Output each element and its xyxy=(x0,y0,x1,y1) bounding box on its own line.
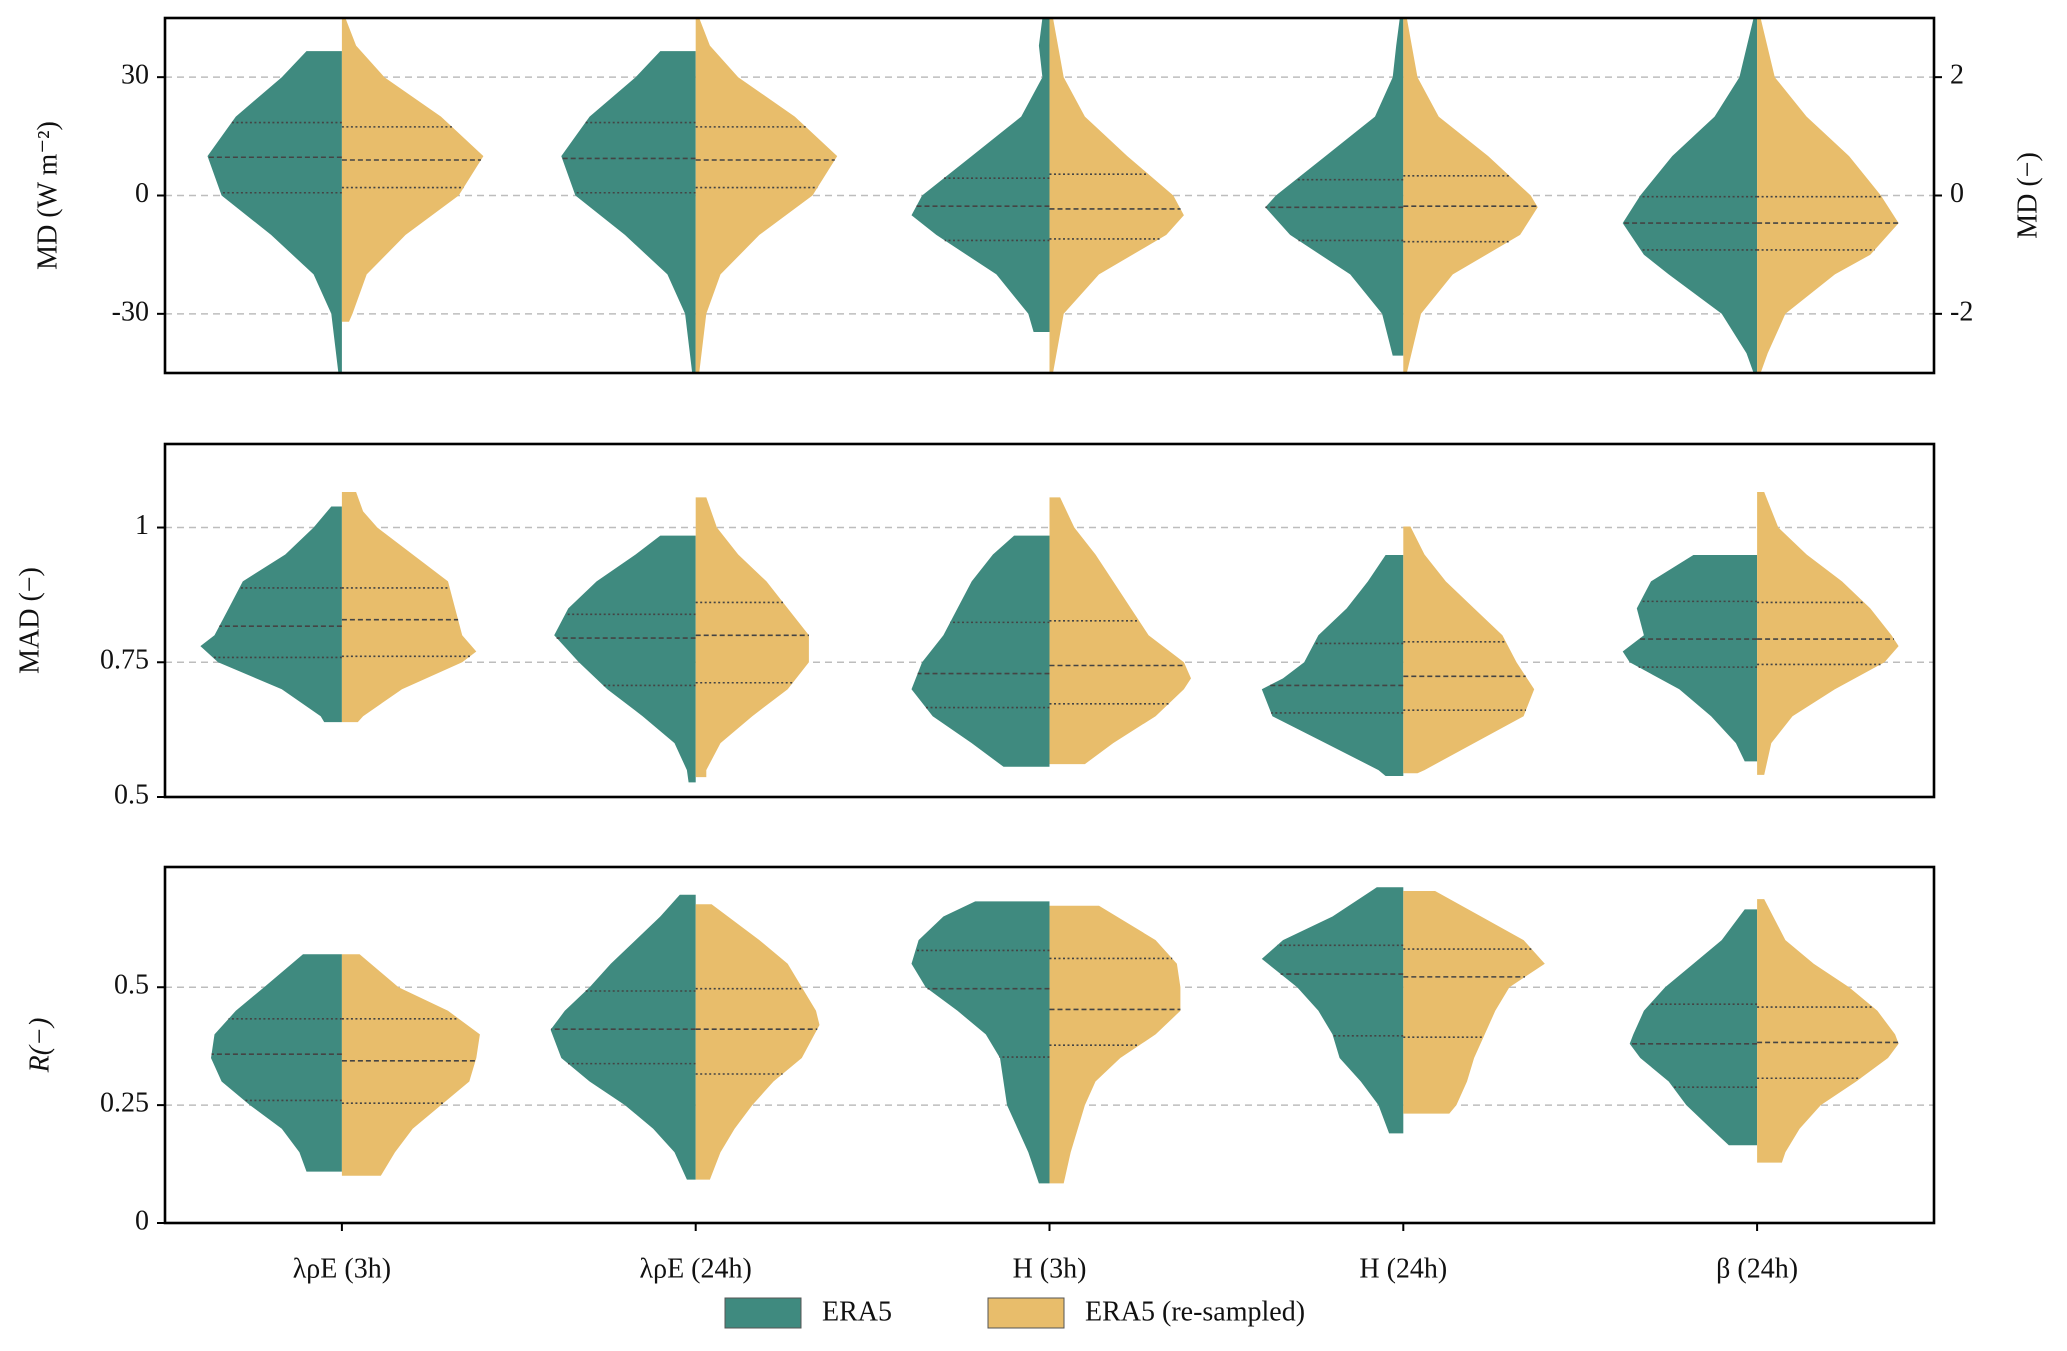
x-tick-label: λρE (24h) xyxy=(640,1253,752,1284)
half-violin xyxy=(911,535,1050,767)
half-violin xyxy=(1265,18,1404,356)
half-violin xyxy=(1403,18,1538,373)
half-violin xyxy=(1049,905,1181,1184)
y-tick-label: 0.5 xyxy=(114,779,149,810)
half-violin xyxy=(911,18,1050,332)
y2-axis-label: MD (−) xyxy=(2012,152,2043,239)
legend-swatch xyxy=(987,1297,1065,1329)
half-violin xyxy=(200,506,342,723)
x-tick-label: H (3h) xyxy=(1013,1253,1087,1284)
half-violin xyxy=(911,901,1050,1184)
x-tick-label: β (24h) xyxy=(1716,1253,1798,1284)
half-violin xyxy=(1049,18,1184,373)
y2-tick-label: 0 xyxy=(1950,178,1964,209)
half-violin xyxy=(1403,526,1535,774)
violins xyxy=(200,492,1899,783)
half-violin xyxy=(207,51,342,373)
y-axis-label: MD (W m⁻²) xyxy=(32,121,63,270)
half-violin xyxy=(1629,909,1758,1146)
half-violin xyxy=(561,51,696,373)
x-tick-label: H (24h) xyxy=(1359,1253,1447,1284)
half-violin xyxy=(1261,555,1404,776)
half-violin xyxy=(341,492,477,723)
half-violin xyxy=(211,954,342,1172)
half-violin xyxy=(341,954,480,1176)
half-violin xyxy=(554,535,696,783)
y-tick-label: 0.5 xyxy=(114,970,149,1001)
half-violin xyxy=(1757,18,1899,373)
half-violin xyxy=(1049,497,1191,765)
y-tick-label: 30 xyxy=(121,60,149,91)
half-violin xyxy=(550,894,696,1180)
y-tick-label: 0 xyxy=(135,1205,149,1236)
half-violin xyxy=(695,904,820,1180)
axes-frame xyxy=(163,16,1936,375)
violins xyxy=(207,18,1899,373)
legend-swatch xyxy=(724,1297,802,1329)
half-violin xyxy=(1757,492,1899,775)
violins xyxy=(211,887,1899,1184)
half-violin xyxy=(695,18,838,373)
y-tick-label: 1 xyxy=(135,510,149,541)
y-tick-label: 0 xyxy=(135,178,149,209)
legend-label: ERA5 xyxy=(822,1296,892,1327)
axes-frame xyxy=(163,442,1936,799)
legend-label: ERA5 (re-sampled) xyxy=(1085,1296,1305,1327)
half-violin xyxy=(695,497,809,778)
y2-tick-label: -2 xyxy=(1950,296,1973,327)
half-violin xyxy=(1757,899,1899,1163)
half-violin xyxy=(1622,18,1758,373)
half-violin xyxy=(341,18,484,322)
y2-tick-label: 2 xyxy=(1950,60,1964,91)
x-tick-label: λρE (3h) xyxy=(293,1253,391,1284)
half-violin xyxy=(1403,891,1545,1114)
y-axis-label: R(−) xyxy=(24,1018,55,1074)
y-tick-label: 0.75 xyxy=(100,645,149,676)
half-violin xyxy=(1261,887,1404,1134)
y-tick-label: -30 xyxy=(112,296,149,327)
y-tick-label: 0.25 xyxy=(100,1088,149,1119)
y-axis-label: MAD (−) xyxy=(14,567,45,674)
half-violin xyxy=(1622,555,1758,762)
